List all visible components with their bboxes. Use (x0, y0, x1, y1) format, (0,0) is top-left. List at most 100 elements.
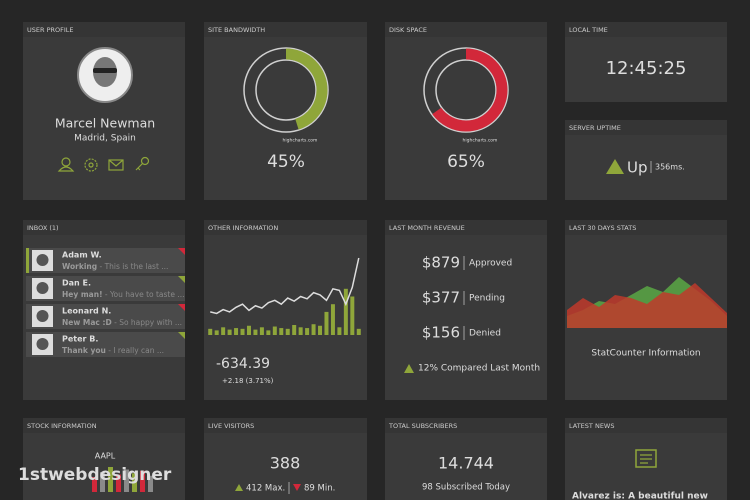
corner-flag (178, 276, 185, 283)
stats-caption: StatCounter Information (591, 349, 700, 359)
panel-title: USER PROFILE (27, 26, 74, 34)
donut-label: 65% (447, 152, 485, 172)
panel-header (23, 418, 185, 433)
profile-location: Madrid, Spain (74, 134, 136, 144)
volume-bar (246, 325, 251, 335)
stock-bar (132, 473, 137, 492)
volume-bar (292, 324, 297, 335)
message-avatar-face (36, 310, 49, 322)
donut-outline (423, 47, 509, 133)
icon-key (140, 156, 150, 166)
panel-title: DISK SPACE (389, 26, 427, 34)
panel-title: LATEST NEWS (569, 422, 614, 430)
icon-gear (84, 158, 98, 172)
volume-bar (266, 330, 271, 335)
volume-bar (272, 326, 277, 335)
price: -634.39 (216, 356, 270, 372)
stock-bar (148, 475, 153, 492)
icon-mail (108, 159, 124, 167)
message-avatar-face (36, 254, 49, 266)
volume-bar (259, 327, 264, 335)
panel-header (565, 220, 727, 235)
panel-header (204, 220, 367, 235)
clock: 12:45:25 (606, 58, 687, 79)
donut-outline (255, 59, 317, 121)
volume-bar (285, 328, 290, 335)
donut-arc (244, 48, 328, 132)
message-sender: Peter B. (62, 335, 98, 344)
up-arrow (404, 364, 414, 373)
volume-bar (221, 327, 226, 335)
panel-header (565, 120, 727, 135)
avatar-glasses (93, 68, 117, 73)
stock-bar (116, 474, 121, 492)
donut-outline (435, 59, 497, 121)
volume-bar (227, 329, 232, 335)
visitors-count: 388 (270, 454, 301, 473)
visitors-min: 89 Min. (304, 484, 335, 494)
message-sender: Dan E. (62, 279, 91, 288)
message-sender: Adam W. (62, 251, 102, 260)
revenue-amount: $156 (422, 324, 460, 342)
volume-bar (240, 328, 245, 335)
volume-bar (253, 329, 258, 335)
panel-title: SITE BANDWIDTH (208, 26, 265, 34)
up-arrow (235, 484, 243, 491)
news-icon (635, 449, 657, 468)
donut-arc (424, 48, 508, 132)
watermark: 1stwebdesigner (18, 465, 172, 485)
volume-bar (214, 330, 219, 335)
volume-bar (343, 288, 348, 335)
icon-user (57, 166, 75, 172)
stats-area (567, 283, 727, 328)
volume-bar (208, 328, 213, 335)
panel-title: LOCAL TIME (569, 26, 608, 34)
unread-marker (26, 248, 29, 273)
volume-bar (311, 324, 316, 335)
message-preview: - This is the last ... (97, 262, 168, 271)
up-arrow (606, 159, 624, 174)
panel-title: LAST MONTH REVENUE (389, 224, 465, 232)
panel (204, 22, 367, 200)
panel-title: STOCK INFORMATION (27, 422, 97, 430)
corner-flag (178, 248, 185, 255)
message-preview: - So happy with ... (112, 318, 182, 327)
panel-header (385, 418, 547, 433)
panel-title: OTHER INFORMATION (208, 224, 278, 232)
stock-bar (140, 470, 145, 492)
revenue-status: Denied (469, 329, 501, 339)
revenue-status: Approved (469, 259, 512, 269)
volume-bar (330, 304, 335, 335)
message-snippet: Hey man! - You have to taste ... (62, 290, 185, 299)
message-status: Working (62, 262, 97, 271)
message-snippet: New Mac :D - So happy with ... (62, 318, 182, 327)
volume-bar (356, 328, 361, 335)
panel-title: LAST 30 DAYS STATS (569, 224, 636, 232)
volume-bar (298, 327, 303, 335)
revenue-amount: $377 (422, 289, 460, 307)
panel-header (23, 22, 185, 37)
volume-bar (318, 325, 323, 335)
message-sender: Leonard N. (62, 307, 111, 316)
uptime-status: Up (627, 159, 648, 177)
volume-bar (337, 327, 342, 335)
volume-bar (350, 296, 355, 335)
message-status: Hey man! (62, 290, 103, 299)
uptime-ping: 356ms. (655, 163, 685, 172)
revenue-amount: $879 (422, 254, 460, 272)
volume-bar (324, 311, 329, 335)
panel-header (385, 22, 547, 37)
stock-bar (108, 467, 113, 492)
corner-flag (178, 332, 185, 339)
price-change: +2.18 (3.71%) (222, 377, 274, 385)
visitors-max: 412 Max. (246, 484, 285, 494)
panel-header (204, 22, 367, 37)
icon-gear (88, 162, 94, 168)
message-snippet: Thank you - I really can ... (62, 346, 164, 355)
chart-credit: highcharts.com (283, 138, 318, 144)
volume-bar (305, 328, 310, 335)
news-headline: Alvarez is: A beautiful new (572, 492, 708, 500)
news-icon (640, 454, 652, 464)
icon-user (61, 157, 71, 167)
